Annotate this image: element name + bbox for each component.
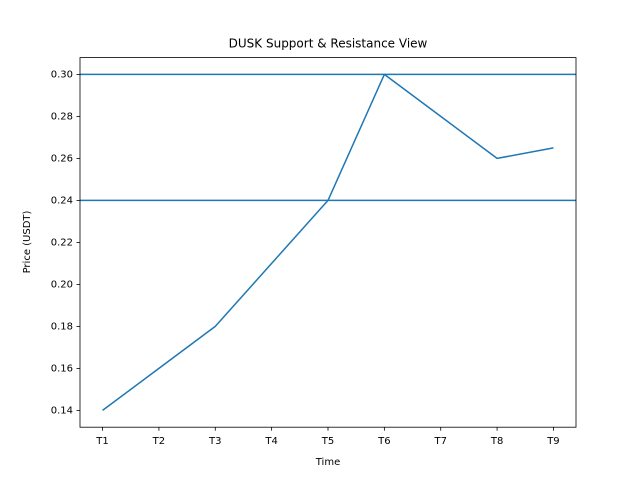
- x-tick-label: T2: [152, 436, 165, 447]
- y-tick-label: 0.18: [51, 321, 73, 332]
- x-tick-label: T9: [546, 436, 559, 447]
- x-tick-label: T7: [433, 436, 446, 447]
- y-tick-label: 0.28: [51, 111, 73, 122]
- y-tick-label: 0.22: [51, 237, 73, 248]
- y-tick-label: 0.16: [51, 363, 73, 374]
- y-axis-label: Price (USDT): [22, 210, 33, 273]
- x-tick-label: T1: [95, 436, 108, 447]
- data-line: [102, 73, 554, 412]
- x-tick-label: T8: [490, 436, 503, 447]
- x-tick-label: T5: [321, 436, 334, 447]
- plot-frame: [79, 57, 577, 428]
- x-axis-label: Time: [315, 457, 340, 468]
- y-tick-label: 0.14: [51, 405, 73, 416]
- x-tick-label: T6: [377, 436, 390, 447]
- x-tick-label: T4: [264, 436, 277, 447]
- y-tick-label: 0.26: [51, 153, 73, 164]
- chart-title: DUSK Support & Resistance View: [229, 37, 428, 51]
- x-tick-label: T3: [208, 436, 221, 447]
- y-tick-label: 0.24: [51, 195, 73, 206]
- y-tick-label: 0.20: [51, 279, 73, 290]
- y-tick-label: 0.30: [51, 69, 73, 80]
